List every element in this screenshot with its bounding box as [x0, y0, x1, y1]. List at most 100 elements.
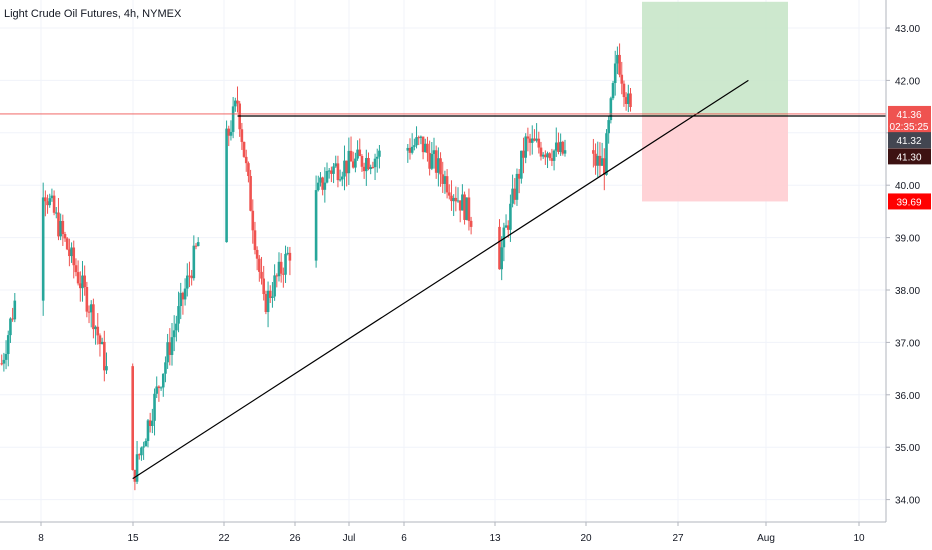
- price-tick-label: 43.00: [895, 24, 920, 35]
- price-tag: [888, 105, 931, 122]
- candle-down: [371, 166, 375, 168]
- candle-up: [443, 176, 447, 184]
- candle-down: [330, 170, 333, 174]
- candle-up: [135, 454, 139, 482]
- candle-down: [260, 271, 263, 279]
- candle-up: [423, 143, 427, 153]
- candle-down: [336, 163, 340, 181]
- candle-down: [288, 252, 292, 261]
- candle-up: [13, 300, 17, 320]
- candle-up: [378, 150, 381, 157]
- candle-down: [244, 156, 248, 164]
- candle-up: [319, 177, 322, 183]
- time-tick-label: 22: [218, 533, 230, 544]
- candle-down: [620, 74, 624, 84]
- candle-down: [417, 137, 421, 139]
- candle-up: [369, 166, 372, 170]
- price-tick-label: 36.00: [895, 391, 920, 402]
- candle-down: [439, 158, 442, 175]
- candle-down: [351, 161, 355, 168]
- candle-up: [192, 245, 196, 279]
- candle-down: [445, 176, 449, 193]
- candle-down: [467, 197, 471, 221]
- time-tick-label: 27: [672, 533, 684, 544]
- candle-up: [535, 138, 538, 141]
- candle-down: [544, 154, 547, 158]
- candle-down: [85, 287, 89, 312]
- candle-up: [164, 362, 167, 374]
- candle-up: [284, 253, 287, 275]
- candle-up: [413, 145, 416, 147]
- candle-up: [4, 354, 8, 360]
- candle-down: [550, 158, 554, 161]
- candle-down: [629, 93, 632, 108]
- candle-down: [622, 83, 626, 98]
- candle-down: [537, 138, 541, 148]
- candle-down: [255, 249, 259, 259]
- candle-up: [231, 106, 235, 132]
- ascending-trendline: [132, 79, 749, 480]
- candle-down: [469, 220, 473, 227]
- candle-down: [188, 275, 191, 277]
- candle-up: [504, 225, 508, 228]
- candle-up: [327, 170, 331, 172]
- candle-up: [343, 160, 346, 177]
- candle-up: [59, 220, 62, 237]
- candle-down: [362, 166, 366, 172]
- time-tick-label: Jul: [343, 533, 356, 544]
- candle-down: [181, 292, 185, 300]
- stop-zone: [642, 116, 788, 202]
- candle-up: [323, 182, 327, 190]
- price-tick-label: 35.00: [895, 443, 920, 454]
- candle-down: [539, 147, 543, 157]
- chart-title: Light Crude Oil Futures, 4h, NYMEX: [4, 8, 182, 20]
- candle-down: [72, 247, 76, 266]
- candle-down: [61, 220, 65, 235]
- candle-up: [515, 173, 519, 200]
- candle-up: [552, 150, 556, 161]
- time-tick-label: 13: [489, 533, 501, 544]
- candle-down: [349, 150, 353, 162]
- candle-down: [194, 245, 198, 247]
- candle-down: [618, 54, 621, 75]
- candle-down: [68, 249, 71, 257]
- candle-up: [616, 54, 619, 64]
- candle-down: [548, 153, 552, 159]
- candle-down: [57, 212, 60, 237]
- candle-down: [264, 294, 268, 313]
- candle-up: [600, 158, 604, 166]
- candle-down: [65, 238, 69, 250]
- price-tick-label: 38.00: [895, 286, 920, 297]
- candle-down: [447, 192, 451, 196]
- candle-up: [524, 136, 527, 158]
- price-tag: [888, 132, 931, 149]
- candle-up: [2, 359, 6, 364]
- candle-down: [367, 158, 370, 170]
- candle-up: [50, 195, 54, 199]
- candle-up: [286, 252, 290, 254]
- candle-up: [54, 212, 58, 214]
- candle-up: [332, 166, 335, 174]
- candle-down: [249, 176, 252, 211]
- candle-down: [148, 420, 152, 427]
- candle-down: [137, 454, 141, 456]
- candle-up: [185, 275, 189, 289]
- candle-up: [341, 176, 344, 180]
- candle-down: [426, 143, 429, 153]
- candle-down: [463, 194, 466, 220]
- candle-down: [83, 275, 86, 288]
- candle-up: [415, 137, 418, 146]
- candle-down: [131, 366, 134, 470]
- candle-up: [373, 158, 377, 168]
- candle-down: [236, 100, 239, 104]
- candle-down: [557, 142, 560, 152]
- price-tag-label: 39.69: [896, 197, 921, 208]
- candle-down: [98, 335, 102, 345]
- candle-down: [592, 150, 595, 154]
- price-tag: [888, 148, 931, 165]
- price-tick-label: 39.00: [895, 234, 920, 245]
- candle-up: [325, 171, 329, 183]
- candle-down: [408, 147, 412, 153]
- candle-down: [258, 258, 261, 272]
